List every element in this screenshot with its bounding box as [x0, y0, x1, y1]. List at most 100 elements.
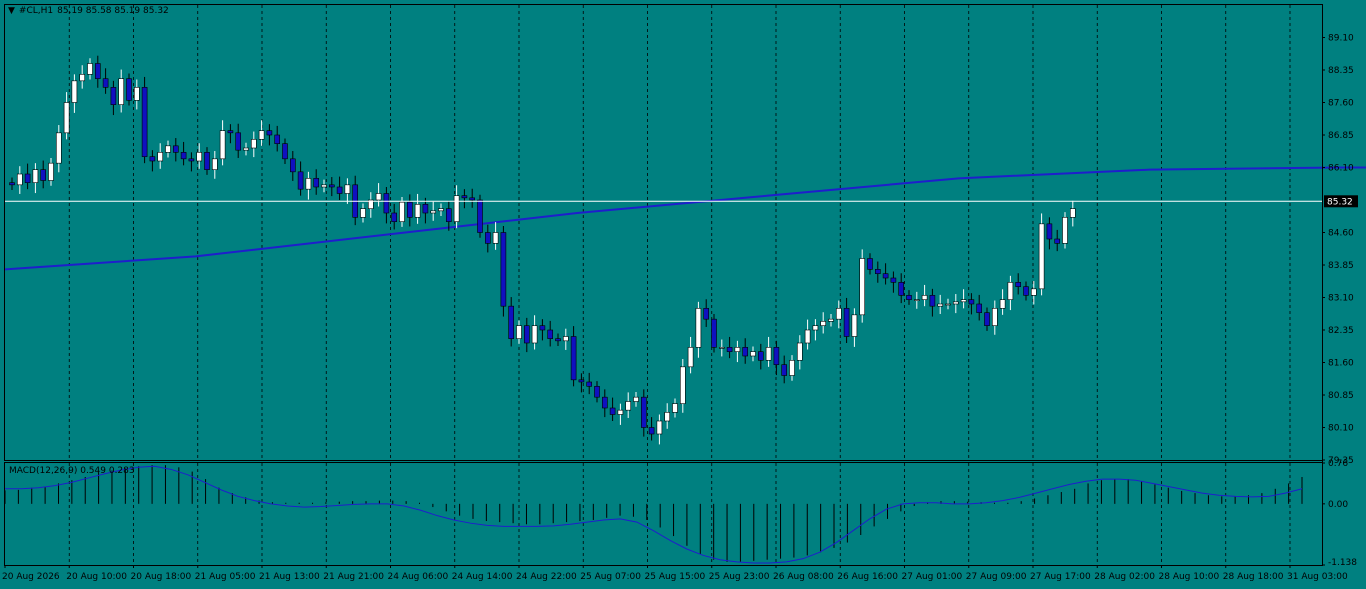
candle-body	[1070, 208, 1076, 218]
candle-body	[461, 195, 468, 199]
candle-body	[578, 379, 585, 383]
candle-body	[118, 78, 124, 105]
x-tick-label: 25 Aug 15:00	[645, 572, 706, 582]
y-tick-label: 80.10	[1328, 424, 1354, 434]
candle-body	[601, 396, 608, 409]
x-tick-label: 26 Aug 16:00	[837, 572, 898, 582]
candle-body	[212, 158, 218, 170]
candle-body	[87, 63, 93, 75]
candle-body	[477, 199, 483, 233]
x-tick-label: 20 Aug 10:00	[66, 572, 127, 582]
candle-body	[890, 277, 897, 283]
candle-body	[227, 130, 234, 134]
x-tick-label: 28 Aug 18:00	[1223, 572, 1284, 582]
candle-body	[547, 329, 554, 339]
symbol-label: #CL,H1	[18, 6, 54, 16]
candle-body	[173, 145, 179, 153]
x-tick-label: 21 Aug 05:00	[195, 572, 256, 582]
candle-body	[562, 336, 569, 342]
current-price-tag: 85.32	[1324, 195, 1358, 208]
candle-body	[16, 173, 23, 186]
candle-body	[921, 295, 928, 300]
candle-body	[251, 139, 257, 149]
candle-body	[289, 158, 296, 173]
y-tick-label: 82.35	[1328, 326, 1354, 336]
candle-body	[258, 130, 265, 140]
ohlc-label: 85.19 85.58 85.19 85.32	[57, 6, 169, 16]
candle-body	[282, 143, 288, 160]
candle-body	[24, 173, 31, 183]
x-tick-label: 24 Aug 14:00	[452, 572, 513, 582]
x-tick-label: 31 Aug 03:00	[1287, 572, 1348, 582]
candle-body	[102, 78, 109, 88]
candle-body	[445, 208, 452, 222]
candle-body	[414, 204, 421, 218]
candle-body	[991, 308, 998, 326]
candle-body	[188, 158, 195, 162]
candle-body	[196, 152, 202, 162]
candle-body	[617, 409, 624, 415]
y-tick-label: 86.10	[1328, 164, 1354, 174]
x-tick-label: 28 Aug 02:00	[1094, 572, 1155, 582]
candle-body	[812, 325, 819, 331]
candle-body	[586, 381, 593, 387]
x-tick-label: 28 Aug 10:00	[1159, 572, 1220, 582]
vertical-grid	[68, 5, 1291, 565]
candle-body	[711, 318, 717, 348]
candle-body	[625, 401, 632, 411]
candle-body	[344, 184, 351, 194]
candle-body	[305, 178, 312, 190]
candle-body	[383, 193, 390, 214]
candle-body	[422, 204, 429, 214]
macd-y-tick-label: 0.76	[1328, 459, 1348, 469]
time-axis: 20 Aug 2026 20 Aug 10:00 20 Aug 18:00 21 Au…	[2, 565, 1348, 582]
candle-body	[141, 87, 148, 157]
x-tick-label: 24 Aug 22:00	[516, 572, 577, 582]
x-tick-label: 27 Aug 17:00	[1030, 572, 1091, 582]
y-tick-label: 86.85	[1328, 131, 1354, 141]
candle-body	[773, 347, 780, 365]
candle-body	[430, 210, 437, 214]
candle-body	[867, 258, 873, 270]
candle-body	[134, 87, 140, 101]
candle-body	[375, 193, 382, 201]
x-tick-label: 27 Aug 01:00	[902, 572, 963, 582]
candle-body	[55, 132, 62, 164]
candle-body	[679, 366, 686, 404]
candle-body	[243, 147, 249, 151]
triangle-down-icon[interactable]: ▼	[8, 6, 15, 16]
candle-body	[960, 299, 967, 303]
candle-body	[874, 269, 881, 274]
candle-body	[695, 308, 702, 348]
candle-body	[820, 321, 827, 326]
candle-body	[882, 273, 889, 279]
candle-body	[539, 325, 546, 331]
candle-body	[391, 212, 398, 222]
candle-body	[32, 169, 39, 183]
candle-body	[9, 182, 15, 186]
candle-body	[999, 299, 1006, 309]
candle-body	[976, 303, 983, 313]
candle-body	[126, 78, 132, 101]
candle-body	[40, 169, 47, 181]
candle-body	[63, 102, 70, 134]
candle-body	[484, 232, 491, 244]
candle-body	[180, 152, 187, 160]
candle-body	[516, 325, 522, 339]
candle-body	[664, 412, 671, 422]
candle-body	[734, 347, 741, 352]
y-tick-label: 83.10	[1328, 294, 1354, 304]
candle-body	[804, 329, 811, 344]
candle-body	[500, 232, 507, 307]
candle-body	[367, 199, 374, 209]
candle-body	[266, 130, 273, 136]
x-tick-label: 26 Aug 08:00	[773, 572, 834, 582]
candle-body	[165, 145, 171, 153]
candle-body	[95, 63, 101, 79]
candle-body	[1015, 282, 1022, 287]
candle-body	[360, 208, 366, 218]
macd-panel	[4, 465, 1303, 564]
candle-body	[438, 208, 444, 212]
